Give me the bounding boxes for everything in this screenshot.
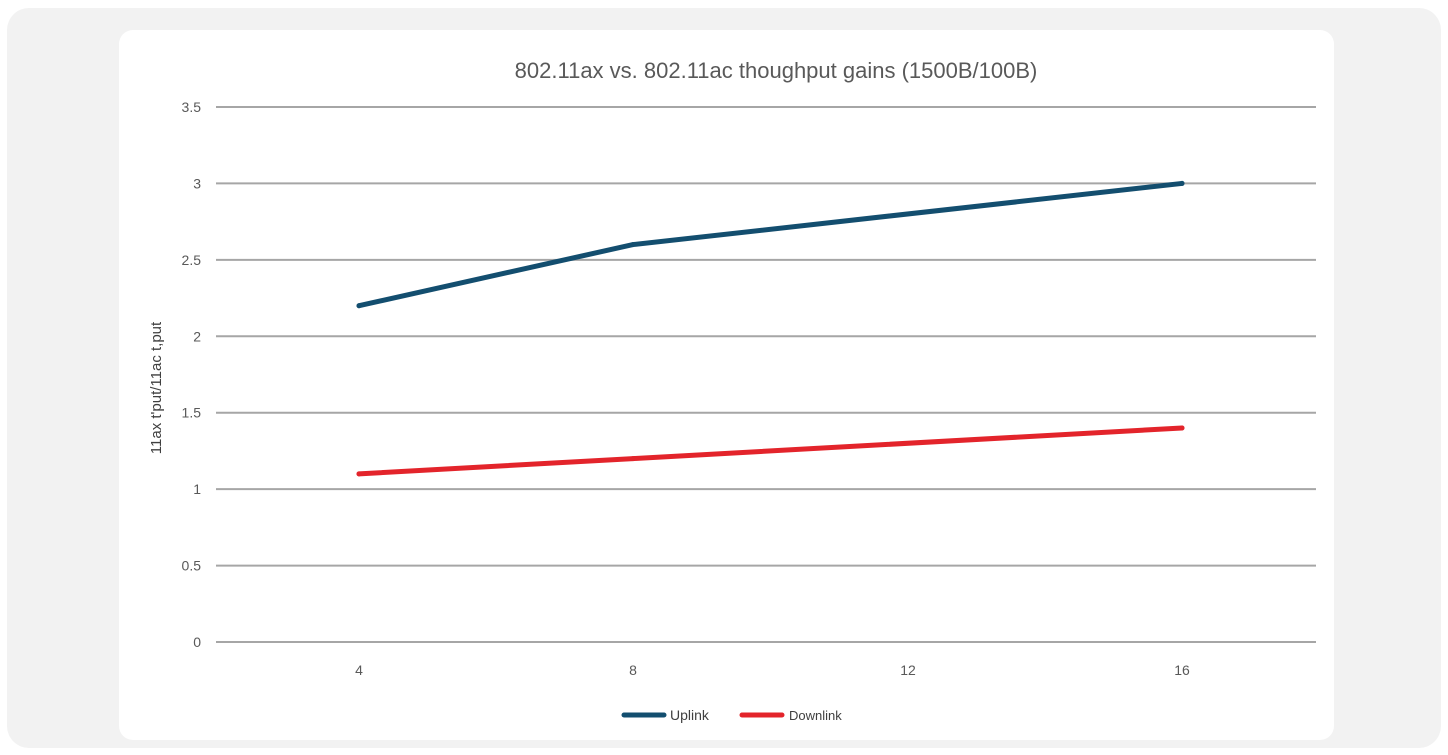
y-tick-label: 1.5 bbox=[182, 405, 202, 421]
y-axis-ticks: 0 0.5 1 1.5 2 2.5 3 3.5 bbox=[182, 99, 202, 650]
x-tick-label: 8 bbox=[629, 662, 637, 678]
y-tick-label: 2.5 bbox=[182, 252, 202, 268]
y-tick-label: 0.5 bbox=[182, 558, 202, 574]
legend-label-uplink: Uplink bbox=[670, 707, 710, 723]
y-tick-label: 3.5 bbox=[182, 99, 202, 115]
page-background: 802.11ax vs. 802.11ac thoughput gains (1… bbox=[7, 8, 1441, 748]
legend: Uplink Downlink bbox=[621, 707, 842, 723]
series-line-uplink bbox=[356, 180, 1185, 309]
x-tick-label: 16 bbox=[1174, 662, 1190, 678]
chart-card: 802.11ax vs. 802.11ac thoughput gains (1… bbox=[119, 30, 1334, 740]
data-point-downlink bbox=[356, 471, 362, 477]
data-point-downlink bbox=[1179, 425, 1185, 431]
x-tick-label: 4 bbox=[355, 662, 363, 678]
data-series bbox=[356, 180, 1185, 477]
series-line-downlink bbox=[356, 425, 1185, 477]
y-tick-label: 3 bbox=[193, 175, 201, 191]
y-axis-label: 11ax t'put/11ac t,put bbox=[148, 321, 165, 454]
chart-title: 802.11ax vs. 802.11ac thoughput gains (1… bbox=[515, 58, 1038, 83]
x-tick-label: 12 bbox=[900, 662, 916, 678]
data-point-uplink bbox=[1179, 180, 1185, 186]
gridlines bbox=[216, 106, 1316, 643]
data-point-uplink bbox=[630, 242, 636, 248]
y-tick-label: 0 bbox=[193, 634, 201, 650]
y-tick-label: 1 bbox=[193, 481, 201, 497]
data-point-uplink bbox=[356, 303, 362, 309]
legend-label-downlink: Downlink bbox=[789, 708, 842, 723]
x-axis-ticks: 4 8 12 16 bbox=[355, 662, 1190, 678]
y-tick-label: 2 bbox=[193, 328, 201, 344]
line-chart: 802.11ax vs. 802.11ac thoughput gains (1… bbox=[148, 58, 1316, 723]
data-point-downlink bbox=[630, 456, 636, 462]
